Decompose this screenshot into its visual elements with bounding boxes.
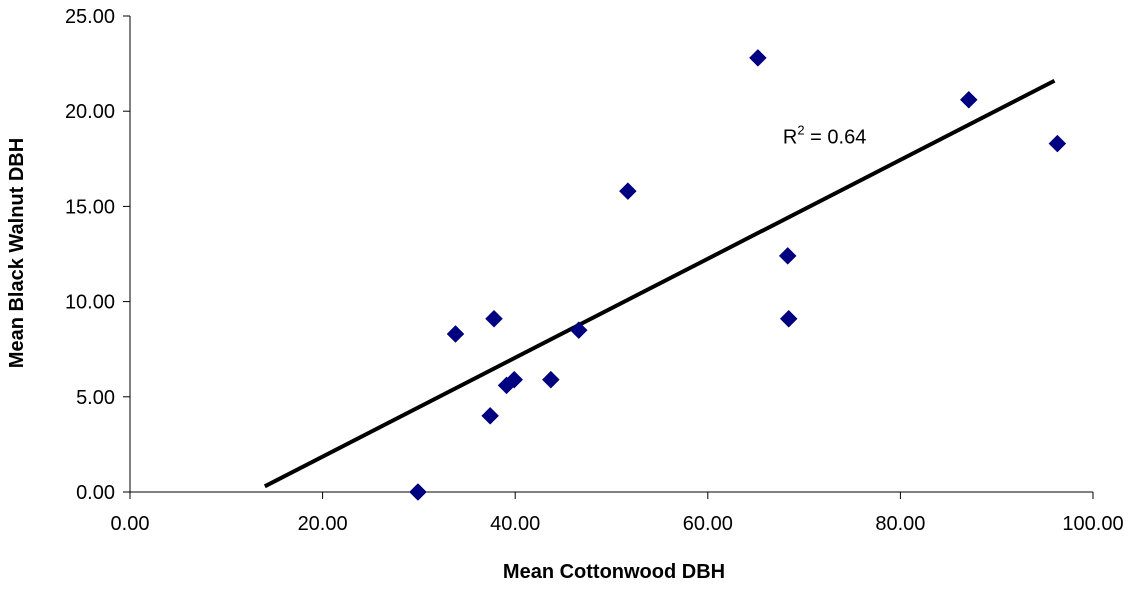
r-squared-annotation: R2 = 0.64 [783, 123, 866, 149]
data-point-diamond [409, 483, 427, 501]
data-point-diamond [619, 182, 637, 201]
trendline-layer [263, 78, 1056, 489]
x-tick-label: 100.00 [1062, 513, 1123, 535]
trendline [263, 78, 1056, 489]
data-point-diamond [959, 90, 978, 109]
data-point-diamond [446, 325, 465, 343]
data-point-diamond [485, 309, 503, 328]
x-tick-label: 80.00 [875, 513, 925, 535]
data-point-diamond [779, 309, 798, 328]
data-point-diamond [569, 321, 588, 340]
axes [123, 15, 1094, 499]
x-tick-label: 0.00 [111, 513, 150, 535]
y-tick-label: 25.00 [65, 6, 115, 28]
tick-labels: 0.00 20.00 40.00 60.00 80.00 100.00 0.00 5.00 10… [65, 6, 1124, 535]
r-squared-base: R [783, 127, 797, 149]
x-tick-label: 20.00 [298, 513, 348, 535]
x-tick-label: 40.00 [490, 513, 540, 535]
data-point-diamond [505, 370, 524, 389]
r-squared-superscript: 2 [797, 123, 804, 138]
data-point-diamond [778, 247, 797, 265]
y-tick-label: 15.00 [65, 196, 115, 218]
data-point-diamond [749, 49, 767, 67]
y-tick-label: 10.00 [65, 292, 115, 314]
y-tick-label: 20.00 [65, 101, 115, 123]
x-axis-title: Mean Cottonwood DBH [503, 561, 725, 583]
y-tick-label: 0.00 [76, 482, 115, 504]
r-squared-value: = 0.64 [805, 127, 867, 149]
data-points [409, 49, 1067, 501]
data-point-diamond [481, 406, 500, 425]
data-point-diamond [541, 370, 560, 389]
y-axis-title: Mean Black Walnut DBH [6, 138, 28, 368]
data-point-diamond [1048, 134, 1067, 153]
y-tick-label: 5.00 [76, 387, 115, 409]
x-tick-label: 60.00 [683, 513, 733, 535]
